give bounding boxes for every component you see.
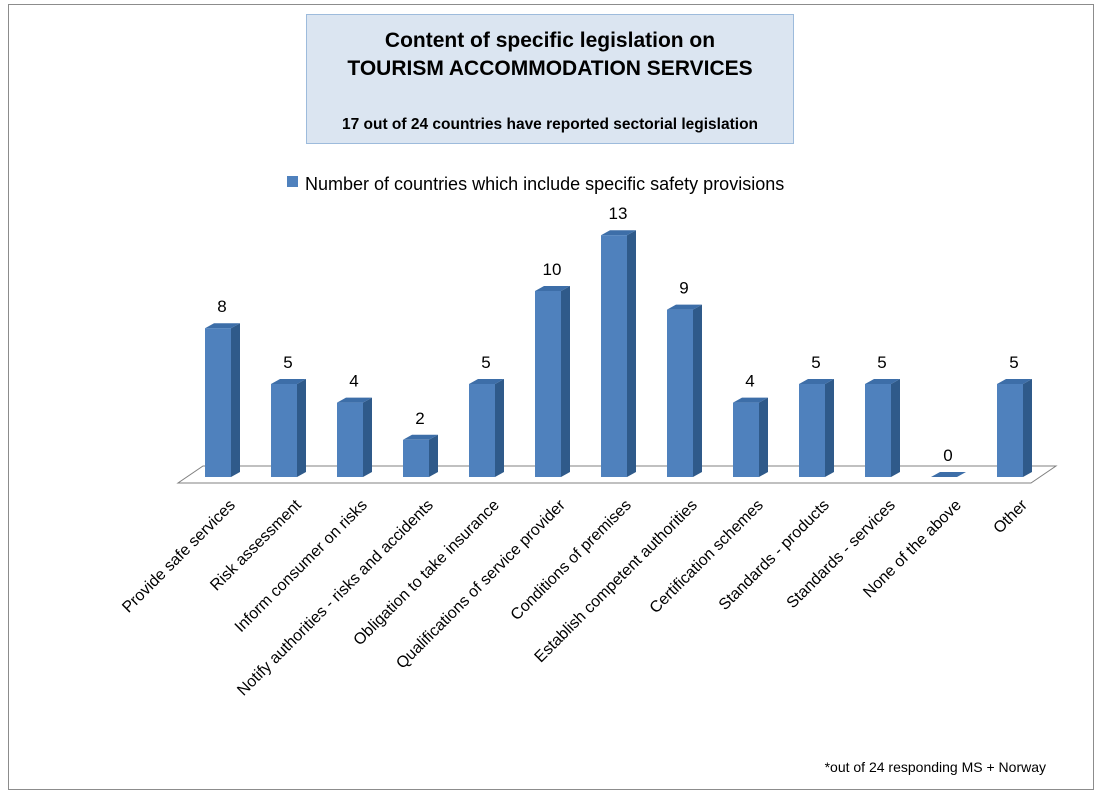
bar-side (693, 304, 702, 477)
bar (667, 304, 702, 477)
bar-side (363, 397, 372, 477)
bar-front (403, 439, 429, 477)
bar-top (535, 286, 570, 291)
bar-top (997, 379, 1032, 384)
bar (733, 397, 768, 477)
bar-side (1023, 379, 1032, 477)
legend-label: Number of countries which include specif… (305, 174, 784, 194)
data-label: 2 (415, 409, 424, 428)
data-label: 4 (745, 372, 754, 391)
data-label: 4 (349, 372, 358, 391)
data-label: 5 (283, 353, 292, 372)
bar-side (561, 286, 570, 477)
bar-top (931, 472, 966, 477)
data-label: 8 (217, 297, 226, 316)
chart-subtitle: 17 out of 24 countries have reported sec… (341, 116, 759, 133)
bar-front (865, 384, 891, 477)
bar-top (403, 434, 438, 440)
legend: Number of countries which include specif… (287, 174, 784, 194)
bar-front (799, 384, 825, 477)
bar-front (469, 384, 495, 477)
bar-side (891, 379, 900, 477)
data-label: 5 (481, 353, 490, 372)
bar (205, 323, 240, 477)
bar (469, 379, 504, 477)
bar-front (535, 291, 561, 477)
data-label: 5 (877, 353, 886, 372)
bar-front (997, 384, 1023, 477)
data-labels: 8 5 4 2 5 10 13 9 4 5 5 0 5 (217, 204, 1018, 465)
bar-top (601, 230, 636, 236)
legend-swatch (287, 176, 298, 187)
bar (601, 230, 636, 477)
bar-top (799, 379, 834, 384)
bar-front (271, 384, 297, 477)
category-label: Standards - services (784, 497, 899, 612)
bar (865, 379, 900, 477)
data-label: 5 (811, 353, 820, 372)
bars (205, 230, 1032, 477)
category-label: Conditions of premises (508, 497, 635, 624)
data-label: 5 (1009, 353, 1018, 372)
data-label: 0 (943, 446, 952, 465)
chart-title-box: Content of specific legislation on TOURI… (306, 14, 794, 144)
bar-front (337, 402, 363, 477)
data-label: 9 (679, 279, 688, 298)
bar-side (297, 379, 306, 477)
bar-side (429, 434, 438, 477)
category-label: Standards - products (716, 497, 833, 614)
footnote: *out of 24 responding MS + Norway (825, 759, 1046, 775)
bar (997, 379, 1032, 477)
bar-side (825, 379, 834, 477)
bar-top (337, 397, 372, 403)
bar-front (733, 402, 759, 477)
category-label: Certification schemes (647, 497, 767, 617)
bar-top (733, 397, 768, 403)
bar-top (205, 323, 240, 329)
data-label: 13 (609, 204, 628, 223)
bar-side (495, 379, 504, 477)
bar (403, 434, 438, 477)
category-label: Inform consumer on risks (232, 497, 371, 636)
bar-top (667, 304, 702, 310)
bar-top (271, 379, 306, 384)
chart-title: Content of specific legislation on (384, 29, 716, 52)
chart-title-line2: TOURISM ACCOMMODATION SERVICES (347, 57, 753, 80)
bar (535, 286, 570, 477)
bar-front (601, 235, 627, 477)
bar-side (759, 397, 768, 477)
bar (799, 379, 834, 477)
bar-top (469, 379, 504, 384)
bar (337, 397, 372, 477)
category-label: Other (991, 496, 1032, 537)
category-label: Provide safe services (119, 497, 239, 617)
bar-top (865, 379, 900, 384)
bar-front (205, 328, 231, 477)
bar-side (627, 230, 636, 477)
bar (271, 379, 306, 477)
data-label: 10 (543, 260, 562, 279)
bar-side (231, 323, 240, 477)
bar (931, 472, 966, 477)
bar-front (667, 309, 693, 477)
